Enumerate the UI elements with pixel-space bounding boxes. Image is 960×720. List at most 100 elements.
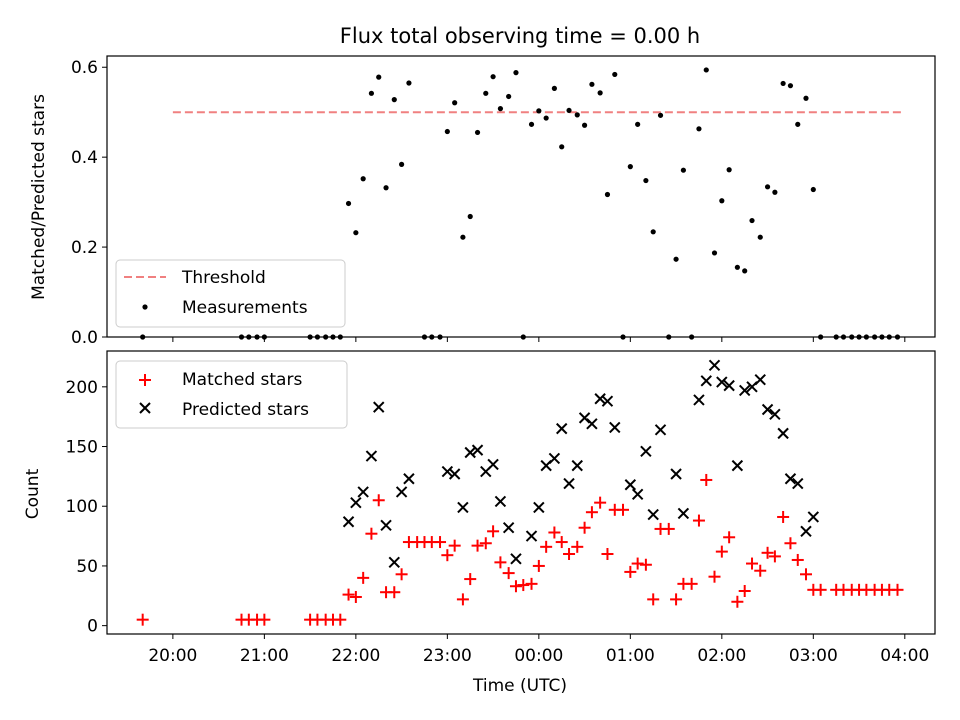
matched-star-point — [548, 526, 561, 539]
predicted-star-point — [784, 473, 797, 485]
predicted-star-point — [464, 446, 476, 459]
bottom-x-tick-label: 03:00 — [789, 646, 838, 666]
measurement-point — [597, 90, 603, 96]
bottom-x-tick-label: 02:00 — [697, 646, 746, 666]
legend-measurements-swatch — [142, 304, 148, 310]
predicted-star-point — [631, 488, 644, 500]
measurement-point — [604, 191, 611, 198]
measurement-point — [406, 80, 412, 86]
bottom-y-tick-label: 150 — [66, 438, 98, 458]
predicted-star-point — [800, 525, 812, 538]
predicted-star-point — [647, 508, 659, 521]
measurement-point — [703, 67, 709, 73]
matched-star-point — [540, 540, 553, 553]
predicted-star-point — [556, 422, 568, 435]
bottom-x-tick-label: 00:00 — [514, 646, 563, 666]
matched-star-point — [509, 580, 522, 593]
bottom-panel: 0 50 100 150 200 20:00 21:00 22:00 23:00 00:00 01… — [23, 350, 936, 696]
matched-star-point — [532, 559, 545, 572]
measurement-points-layer — [140, 67, 901, 340]
predicted-star-point — [654, 424, 667, 436]
legend-matched-swatch — [139, 374, 151, 386]
matched-star-point — [578, 521, 591, 534]
measurement-point — [353, 230, 359, 236]
top-legend-box — [115, 259, 346, 328]
legend-measurements-label: Measurements — [182, 298, 308, 318]
measurement-point — [246, 334, 252, 340]
top-panel: 0.0 0.2 0.4 0.6 Matched/Predicted stars Thr… — [29, 55, 936, 348]
matched-star-point — [746, 557, 759, 570]
measurement-point — [314, 334, 321, 340]
measurement-point — [680, 167, 686, 173]
predicted-star-point — [769, 408, 781, 420]
chart-title: Flux total observing time = 0.00 h — [340, 24, 700, 48]
matched-star-point — [357, 571, 370, 584]
top-y-axis: 0.0 0.2 0.4 0.6 — [71, 58, 107, 348]
x-axis-label: Time (UTC) — [472, 676, 567, 696]
measurement-point — [772, 189, 778, 195]
predicted-star-point — [403, 473, 415, 485]
measurement-point — [421, 334, 428, 340]
predicted-star-point — [380, 519, 392, 532]
predicted-star-point — [609, 421, 621, 434]
measurement-point — [589, 81, 595, 87]
measurement-point — [383, 185, 389, 191]
matched-star-point — [388, 586, 401, 599]
measurement-point — [337, 334, 343, 340]
legend-predicted-swatch — [139, 402, 151, 414]
predicted-star-point — [471, 444, 484, 456]
matched-star-point — [670, 593, 683, 606]
matched-star-point — [799, 568, 812, 581]
predicted-star-point — [350, 496, 362, 509]
predicted-star-point — [388, 556, 400, 569]
matched-star-point — [464, 573, 477, 586]
measurement-point — [323, 334, 329, 340]
measurement-point — [742, 268, 748, 274]
predicted-star-point — [395, 486, 408, 498]
measurement-point — [810, 186, 816, 193]
measurement-point — [474, 129, 481, 136]
measurement-point — [840, 334, 847, 340]
matched-star-point — [258, 613, 271, 626]
measurement-point — [566, 107, 572, 114]
predicted-star-point — [792, 477, 804, 490]
matched-star-point — [571, 540, 584, 553]
measurement-point — [452, 100, 458, 106]
measurement-point — [399, 161, 405, 167]
matched-star-point — [692, 514, 705, 527]
predicted-star-point — [571, 459, 583, 472]
matched-star-point — [639, 558, 652, 571]
measurement-point — [894, 334, 901, 340]
measurement-point — [886, 334, 892, 340]
top-y-axis-label: Matched/Predicted stars — [29, 94, 49, 300]
predicted-stars-layer — [342, 359, 820, 569]
measurement-point — [643, 177, 649, 184]
predicted-star-point — [677, 507, 690, 520]
measurement-point — [650, 229, 656, 235]
bottom-y-tick-label: 100 — [66, 497, 98, 517]
measurement-point — [872, 334, 878, 340]
matched-star-point — [334, 613, 347, 626]
predicted-star-point — [761, 403, 774, 416]
matched-star-point — [731, 595, 744, 608]
predicted-star-point — [502, 522, 515, 534]
predicted-star-point — [723, 379, 735, 392]
matched-star-point — [601, 547, 614, 560]
measurement-point — [345, 200, 352, 207]
measurement-point — [719, 198, 725, 204]
measurement-point — [536, 108, 542, 114]
measurement-point — [307, 334, 313, 340]
bottom-y-axis-label: Count — [23, 468, 43, 519]
matched-star-point — [395, 568, 408, 581]
measurement-point — [627, 164, 633, 170]
matched-star-point — [791, 553, 804, 566]
matched-star-point — [487, 525, 500, 538]
top-y-tick-label: 0.2 — [71, 238, 98, 258]
top-y-tick-label: 0.0 — [71, 328, 98, 348]
matched-star-point — [372, 494, 385, 507]
predicted-star-point — [487, 458, 499, 471]
measurement-point — [551, 85, 557, 91]
bottom-x-axis: 20:00 21:00 22:00 23:00 00:00 01:00 02:00 03:00… — [148, 634, 929, 666]
bottom-legend-box — [115, 360, 348, 429]
